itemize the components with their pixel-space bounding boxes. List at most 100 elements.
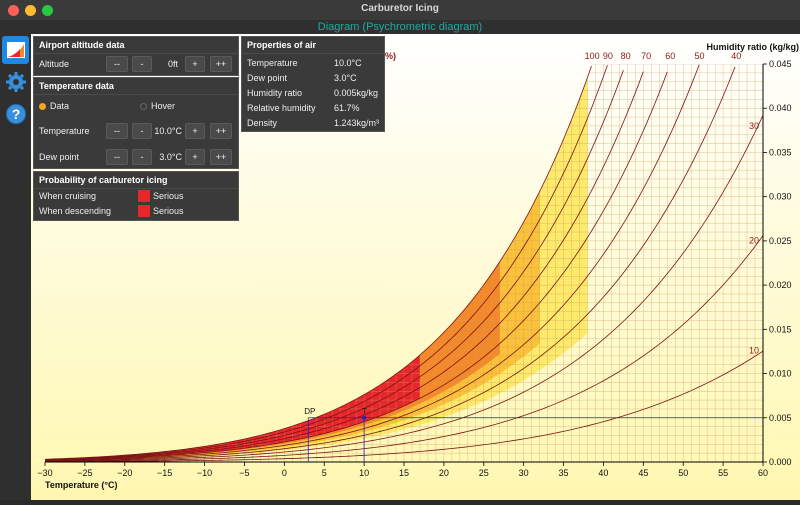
radio-data[interactable]: Data (39, 98, 69, 114)
prop-relative-humidity-value: 61.7% (334, 103, 360, 113)
dewpoint-inc-large-button[interactable]: ++ (210, 149, 232, 165)
rh-label-30: 30 (749, 121, 759, 131)
t-marker-label: T (362, 407, 367, 416)
minimize-window-button[interactable] (25, 5, 36, 16)
close-window-button[interactable] (8, 5, 19, 16)
radio-hover[interactable]: Hover (140, 98, 175, 114)
x-axis-label: Temperature (°C) (45, 480, 117, 490)
altitude-panel-title: Airport altitude data (34, 37, 238, 54)
x-tick-label: −5 (239, 468, 249, 478)
y-tick-label: 0.000 (769, 457, 792, 467)
x-tick-label: 35 (559, 468, 569, 478)
x-tick-label: 25 (479, 468, 489, 478)
prop-humidity-ratio-label: Humidity ratio (247, 88, 303, 98)
window-title: Carburetor Icing (361, 3, 439, 14)
altitude-dec-large-button[interactable]: -- (106, 56, 128, 72)
rh-curve-10 (44, 350, 764, 463)
y-tick-label: 0.010 (769, 369, 792, 379)
dewpoint-value: 3.0°C (159, 152, 182, 162)
radio-data-label: Data (50, 101, 70, 111)
y-axis-label: Humidity ratio (kg/kg) (706, 42, 799, 52)
rh-label-100: 100 (585, 51, 600, 61)
prop-density-value: 1.243kg/m³ (334, 118, 380, 128)
temperature-panel: Temperature data Data Hover Temperature … (33, 77, 239, 169)
altitude-label: Altitude (39, 59, 70, 69)
x-tick-label: 20 (439, 468, 449, 478)
icing-descending-swatch (138, 205, 150, 217)
svg-text:?: ? (11, 106, 20, 122)
rh-label-40: 40 (731, 51, 741, 61)
rh-curve-90 (44, 65, 608, 460)
altitude-panel: Airport altitude data Altitude -- - 0ft … (33, 36, 239, 76)
diagram-title: Diagram (Psychrometric diagram) (0, 20, 800, 34)
x-tick-label: 50 (678, 468, 688, 478)
temperature-dec-large-button[interactable]: -- (106, 123, 128, 139)
temperature-label: Temperature (39, 126, 90, 136)
y-tick-label: 0.045 (769, 59, 792, 69)
y-tick-label: 0.025 (769, 236, 792, 246)
altitude-dec-button[interactable]: - (132, 56, 152, 72)
icing-cruising-value: Serious (153, 191, 184, 201)
dewpoint-dec-button[interactable]: - (132, 149, 152, 165)
dp-marker-label: DP (304, 407, 315, 416)
altitude-inc-button[interactable]: + (185, 56, 205, 72)
icing-panel: Probability of carburetor icing When cru… (33, 171, 239, 221)
rh-curve-80 (44, 70, 624, 461)
icing-cruising-label: When cruising (39, 191, 97, 201)
temperature-panel-title: Temperature data (34, 78, 238, 95)
x-tick-label: 0 (282, 468, 287, 478)
temperature-inc-large-button[interactable]: ++ (210, 123, 232, 139)
radio-hover-label: Hover (151, 101, 176, 111)
x-tick-label: 55 (718, 468, 728, 478)
properties-panel: Properties of air Temperature 10.0°C Dew… (241, 36, 385, 132)
altitude-inc-large-button[interactable]: ++ (210, 56, 232, 72)
x-tick-label: 15 (399, 468, 409, 478)
rh-label-10: 10 (749, 345, 759, 355)
y-tick-label: 0.035 (769, 147, 792, 157)
temperature-dec-button[interactable]: - (132, 123, 152, 139)
sidebar-item-chart[interactable] (2, 36, 29, 64)
x-tick-label: 45 (638, 468, 648, 478)
sidebar: ? (0, 34, 31, 500)
x-tick-label: 10 (359, 468, 369, 478)
y-tick-label: 0.020 (769, 280, 792, 290)
y-tick-label: 0.005 (769, 413, 792, 423)
rh-label-90: 90 (603, 51, 613, 61)
y-tick-label: 0.040 (769, 103, 792, 113)
prop-dewpoint-value: 3.0°C (334, 73, 357, 83)
x-tick-label: 40 (598, 468, 608, 478)
sidebar-item-settings[interactable] (2, 68, 29, 96)
state-point (362, 415, 367, 420)
gear-icon (5, 72, 26, 92)
sidebar-item-help[interactable]: ? (2, 100, 29, 128)
icing-panel-title: Probability of carburetor icing (34, 172, 238, 189)
dewpoint-label: Dew point (39, 152, 80, 162)
radio-hover-dot (140, 103, 147, 111)
prop-density-label: Density (247, 118, 278, 128)
help-icon: ? (5, 104, 26, 124)
prop-temperature-value: 10.0°C (334, 58, 362, 68)
prop-dewpoint-label: Dew point (247, 73, 288, 83)
x-tick-label: 30 (519, 468, 529, 478)
rh-curve-40 (44, 66, 736, 462)
icing-descending-value: Serious (153, 206, 184, 216)
rh-curve-100 (44, 65, 592, 460)
prop-relative-humidity-label: Relative humidity (247, 103, 316, 113)
rh-curve-20 (44, 235, 764, 462)
x-tick-label: −15 (157, 468, 172, 478)
dewpoint-inc-button[interactable]: + (185, 149, 205, 165)
dewpoint-dec-large-button[interactable]: -- (106, 149, 128, 165)
icing-cruising-swatch (138, 190, 150, 202)
temperature-inc-button[interactable]: + (185, 123, 205, 139)
radio-data-dot (39, 103, 46, 111)
rh-label-20: 20 (749, 235, 759, 245)
zoom-window-button[interactable] (42, 5, 53, 16)
x-tick-label: 5 (322, 468, 327, 478)
rh-label-80: 80 (621, 51, 631, 61)
icing-descending-label: When descending (39, 206, 112, 216)
rh-label-60: 60 (665, 51, 675, 61)
x-tick-label: −20 (117, 468, 132, 478)
rh-curve-50 (44, 64, 700, 462)
x-tick-label: −30 (37, 468, 52, 478)
x-tick-label: −25 (77, 468, 92, 478)
